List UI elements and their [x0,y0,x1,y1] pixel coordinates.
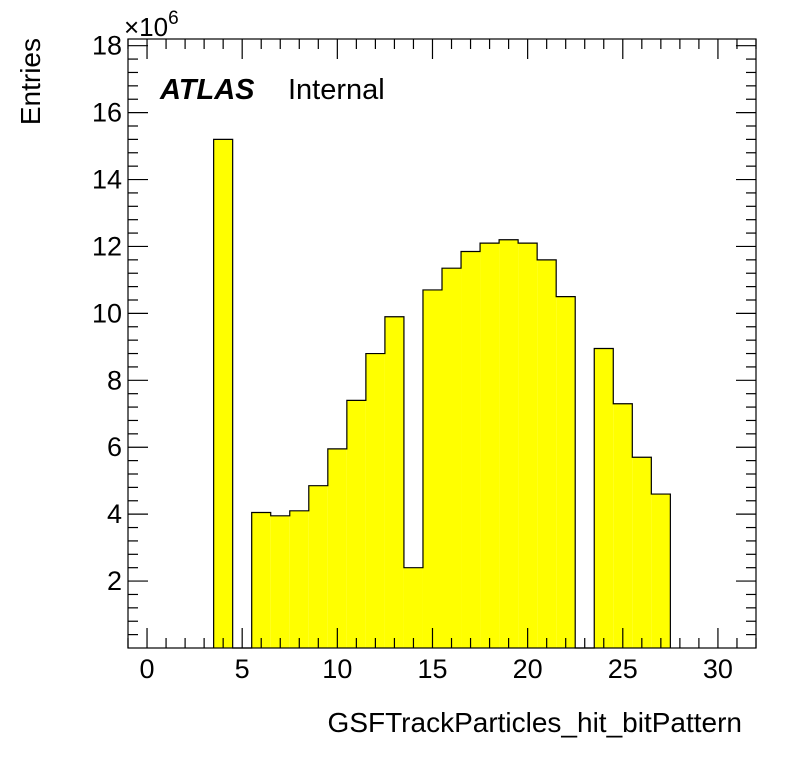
y-tick-label: 2 [107,566,122,596]
histogram-bar [251,512,271,648]
y-tick-label: 12 [92,231,122,261]
histogram-bar [384,316,404,648]
x-axis-title: GSFTrackParticles_hit_bitPattern [328,707,742,738]
y-tick-label: 6 [107,432,122,462]
y-tick-label: 10 [92,298,122,328]
axis-ticks [127,39,757,648]
x-tick-label: 15 [417,654,447,684]
histogram-bar [594,348,614,648]
y-axis-multiplier: ×106 [124,8,179,42]
histogram-bar [499,239,519,648]
histogram-bar [556,296,576,648]
plot-frame [127,38,757,649]
histogram-bars [213,139,671,648]
histogram-bar [613,403,633,648]
histogram-bar [651,494,671,648]
histogram-bar [289,510,309,648]
histogram-bar [442,268,462,648]
atlas-label: ATLAS [159,74,255,106]
y-tick-label: 14 [92,165,122,195]
histogram-outline [213,138,671,649]
x-tick-label: 10 [322,654,352,684]
histogram-bar [461,251,481,648]
x-tick-label: 30 [703,654,733,684]
x-tick-label: 20 [513,654,543,684]
histogram-bar [346,400,366,648]
histogram-bar [327,448,347,648]
histogram-bar [632,457,652,648]
histogram-bar [480,243,500,648]
histogram-bar [422,289,442,648]
histogram-bar [213,139,233,648]
x-tick-label: 5 [235,654,250,684]
internal-label: Internal [288,74,385,106]
histogram-bar [518,243,538,648]
histogram-bar [537,259,557,648]
histogram-bar [270,515,290,648]
y-tick-label: 4 [107,499,122,529]
y-tick-label: 8 [107,365,122,395]
histogram-bar [365,353,385,648]
histogram-bar [403,567,423,648]
y-axis-title: Entries [15,38,46,125]
x-tick-label: 25 [608,654,638,684]
x-tick-label: 0 [140,654,155,684]
y-tick-label: 16 [92,98,122,128]
y-tick-label: 18 [92,31,122,61]
x-tick-labels: 0 5 10 15 20 25 30 [140,654,733,684]
histogram-bar [308,485,328,648]
y-tick-labels: 2 4 6 8 10 12 14 16 18 [92,31,122,596]
